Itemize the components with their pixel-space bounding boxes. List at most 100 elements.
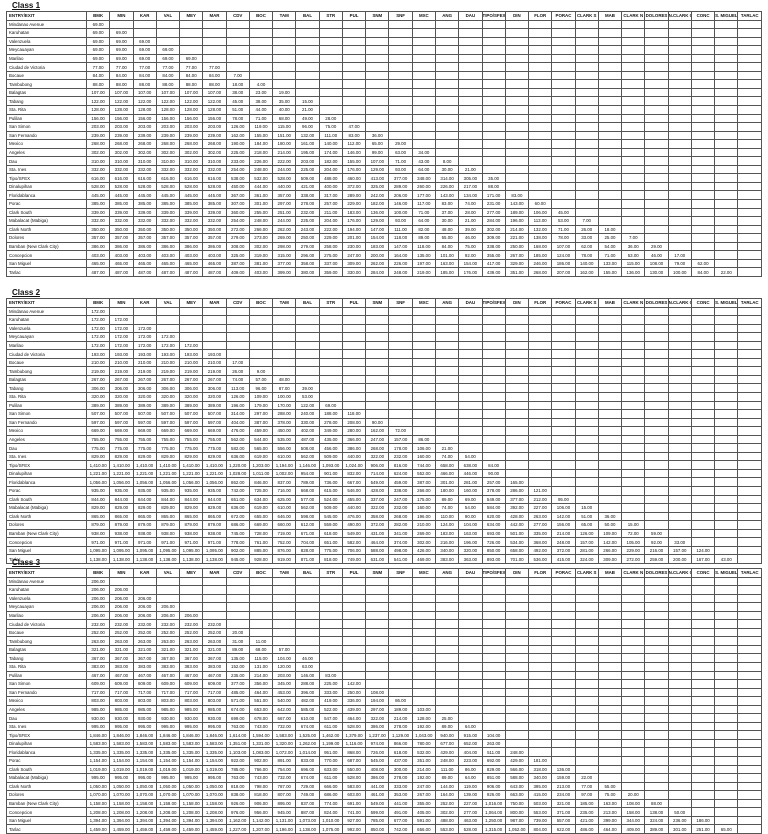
toll-cell: 320.00: [458, 545, 483, 556]
toll-cell: 766.00: [248, 764, 274, 775]
column-header: PUL: [341, 568, 367, 578]
row-label: Mexico: [6, 696, 87, 706]
toll-cell: [574, 721, 599, 732]
toll-cell: 206.00: [132, 593, 157, 604]
toll-cell: 143.00: [504, 199, 530, 209]
toll-cell: [597, 306, 623, 317]
toll-cell: [644, 323, 669, 334]
toll-cell: 850.00: [481, 545, 506, 556]
toll-cell: 172.00: [132, 323, 157, 334]
toll-cell: [504, 392, 530, 402]
toll-cell: 250.00: [504, 241, 530, 252]
toll-cell: [714, 627, 739, 638]
toll-cell: [714, 36, 739, 47]
toll-cell: [365, 670, 390, 681]
toll-cell: 325.00: [365, 181, 390, 192]
class-title: Class 2: [12, 288, 41, 297]
toll-cell: 1,351.00: [225, 738, 250, 749]
table-row: Pulilan 467.00 467.00 467.00 467.00 467.00 467…: [6, 670, 762, 681]
toll-cell: [621, 36, 646, 47]
toll-cell: 829.00: [85, 451, 111, 462]
toll-cell: [411, 417, 436, 428]
toll-cell: [621, 190, 646, 201]
toll-cell: [551, 721, 576, 732]
toll-cell: 1,194.00: [272, 460, 297, 470]
toll-cell: 306.00: [155, 383, 181, 393]
toll-cell: 508.00: [295, 443, 320, 453]
column-header: MAB: [597, 298, 623, 308]
toll-cell: [690, 434, 716, 445]
column-header: ENTRY/EXIT: [6, 568, 87, 578]
toll-cell: [458, 602, 483, 612]
toll-cell: 69.00: [85, 45, 111, 55]
row-label: Balagtas: [6, 644, 87, 655]
toll-cell: 278.00: [295, 199, 320, 209]
toll-cell: [551, 130, 576, 141]
toll-cell: 332.00: [155, 164, 181, 175]
toll-cell: 297.00: [365, 704, 390, 715]
toll-cell: [644, 670, 669, 681]
toll-cell: 846.00: [248, 477, 274, 488]
toll-cell: 206.00: [85, 610, 111, 621]
toll-cell: 367.00: [109, 653, 134, 663]
toll-cell: 222.00: [272, 156, 297, 166]
toll-cell: [388, 53, 413, 64]
toll-cell: [597, 494, 623, 505]
toll-cell: 643.00: [504, 781, 530, 792]
column-header: DIN: [504, 568, 530, 578]
toll-cell: 97.00: [574, 790, 599, 800]
toll-cell: [551, 593, 576, 604]
toll-cell: [551, 451, 576, 462]
toll-cell: 219.00: [132, 366, 157, 376]
toll-cell: [574, 486, 599, 496]
toll-cell: [551, 738, 576, 749]
toll-cell: 930.00: [132, 713, 157, 723]
toll-cell: 55.00: [597, 781, 623, 792]
toll-cell: [690, 610, 716, 621]
toll-cell: [621, 62, 646, 72]
toll-cell: [737, 756, 762, 766]
toll-cell: 775.00: [109, 443, 134, 453]
toll-cell: 126.00: [225, 392, 250, 402]
toll-cell: 146.00: [341, 147, 367, 158]
toll-cell: 389.00: [155, 400, 181, 411]
toll-cell: [318, 340, 343, 351]
toll-cell: [365, 627, 390, 638]
toll-cell: 53.00: [621, 250, 646, 260]
toll-cell: 895.00: [272, 798, 297, 809]
toll-cell: [551, 443, 576, 453]
toll-cell: 7.00: [574, 216, 599, 226]
toll-cell: [667, 96, 692, 106]
toll-cell: 77.00: [202, 62, 227, 72]
toll-cell: 330.00: [341, 267, 367, 277]
toll-cell: [667, 713, 692, 723]
toll-cell: 54.00: [458, 451, 483, 462]
toll-cell: [644, 756, 669, 766]
toll-cell: 660.00: [272, 520, 297, 530]
toll-cell: [528, 392, 553, 402]
column-header: STR: [318, 11, 343, 21]
table-row: Floridablanca 1,056.00 1,056.00 1,056.00 1,0…: [6, 477, 762, 488]
toll-cell: 92.00: [458, 250, 483, 260]
toll-cell: [132, 306, 157, 317]
toll-cell: 147.00: [388, 241, 413, 252]
toll-cell: [365, 53, 390, 64]
toll-cell: 862.00: [225, 477, 250, 488]
toll-cell: [504, 357, 530, 368]
toll-cell: [295, 619, 320, 629]
toll-cell: 879.00: [85, 520, 111, 530]
toll-cell: [737, 357, 762, 368]
toll-cell: [365, 315, 390, 325]
toll-cell: [737, 451, 762, 462]
table-row: Sta. Rita 128.00 128.00 128.00 128.00 128.00 1…: [6, 105, 762, 115]
toll-cell: [597, 139, 623, 149]
toll-cell: 339.00: [85, 207, 111, 218]
toll-cell: [737, 340, 762, 351]
toll-cell: [434, 349, 460, 359]
toll-cell: [318, 332, 343, 342]
toll-cell: [621, 773, 646, 783]
toll-cell: [667, 417, 692, 428]
toll-cell: 350.00: [132, 224, 157, 235]
toll-cell: 171.00: [481, 190, 506, 201]
toll-cell: [690, 87, 716, 98]
